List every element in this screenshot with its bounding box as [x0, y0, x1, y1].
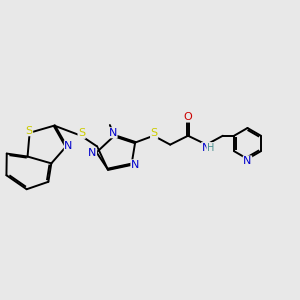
- Text: H: H: [207, 142, 214, 153]
- Text: S: S: [151, 128, 158, 138]
- Text: S: S: [78, 128, 85, 138]
- Text: N: N: [64, 141, 73, 151]
- Text: N: N: [243, 156, 252, 166]
- Text: S: S: [26, 126, 33, 136]
- Text: O: O: [184, 112, 192, 122]
- Text: N: N: [202, 142, 210, 153]
- Text: N: N: [88, 148, 97, 158]
- Text: N: N: [109, 128, 117, 138]
- Text: N: N: [131, 160, 139, 170]
